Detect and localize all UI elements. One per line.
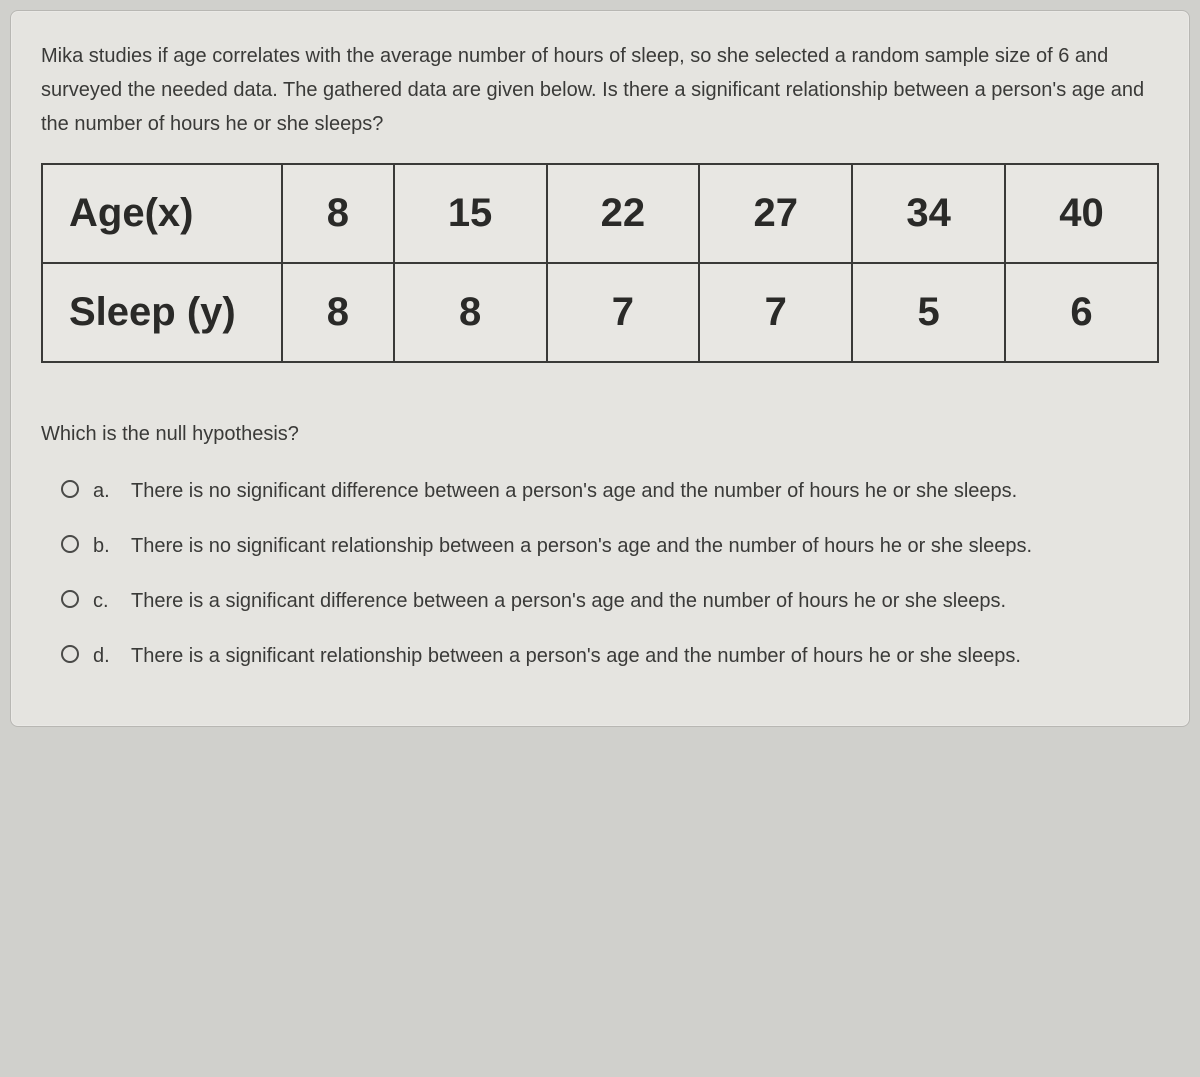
sleep-cell: 5 [852,263,1005,362]
option-b[interactable]: b. There is no significant relationship … [61,531,1159,562]
row-label-age: Age(x) [42,164,282,263]
option-text: There is a significant difference betwee… [131,586,1159,617]
age-cell: 34 [852,164,1005,263]
option-text: There is no significant difference betwe… [131,476,1159,507]
sub-question: Which is the null hypothesis? [41,423,1159,446]
table-row: Age(x) 8 15 22 27 34 40 [42,164,1158,263]
option-text: There is a significant relationship betw… [131,641,1159,672]
option-text: There is no significant relationship bet… [131,531,1159,562]
option-d[interactable]: d. There is a significant relationship b… [61,641,1159,672]
data-table: Age(x) 8 15 22 27 34 40 Sleep (y) 8 8 7 … [41,163,1159,363]
radio-icon[interactable] [61,480,79,498]
radio-icon[interactable] [61,535,79,553]
radio-icon[interactable] [61,590,79,608]
options-group: a. There is no significant difference be… [41,476,1159,672]
radio-icon[interactable] [61,645,79,663]
option-c[interactable]: c. There is a significant difference bet… [61,586,1159,617]
table-row: Sleep (y) 8 8 7 7 5 6 [42,263,1158,362]
option-letter: d. [93,641,117,672]
option-a[interactable]: a. There is no significant difference be… [61,476,1159,507]
age-cell: 27 [699,164,852,263]
age-cell: 40 [1005,164,1158,263]
question-stem: Mika studies if age correlates with the … [41,39,1159,141]
sleep-cell: 7 [547,263,700,362]
sleep-cell: 8 [394,263,547,362]
age-cell: 8 [282,164,394,263]
question-card: Mika studies if age correlates with the … [10,10,1190,727]
age-cell: 22 [547,164,700,263]
age-cell: 15 [394,164,547,263]
option-letter: b. [93,531,117,562]
sleep-cell: 8 [282,263,394,362]
sleep-cell: 6 [1005,263,1158,362]
sleep-cell: 7 [699,263,852,362]
option-letter: a. [93,476,117,507]
option-letter: c. [93,586,117,617]
row-label-sleep: Sleep (y) [42,263,282,362]
